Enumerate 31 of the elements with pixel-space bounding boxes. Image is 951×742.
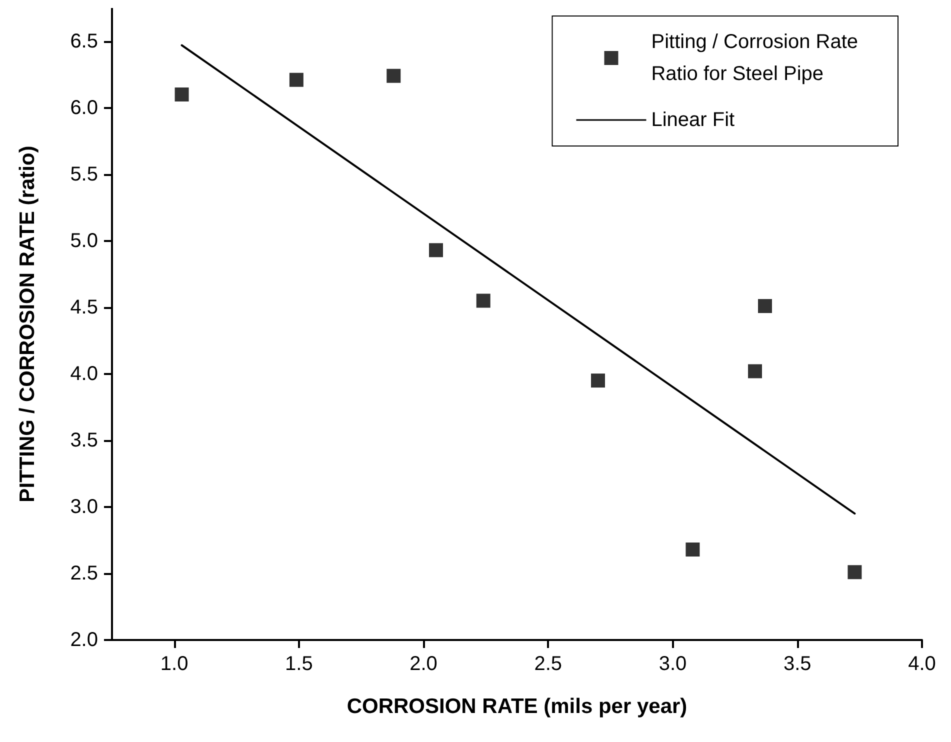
point [429, 243, 443, 258]
point [386, 68, 401, 83]
point [591, 374, 605, 388]
y-tick-label: 3.0 [70, 496, 98, 518]
x-tick-label: 1.5 [285, 653, 313, 675]
y-tick-label: 2.5 [70, 562, 98, 584]
y-tick-label: 4.5 [70, 296, 98, 318]
x-tick-label: 3.0 [658, 653, 687, 675]
point [758, 299, 772, 314]
y-axis-title: PITTING / CORROSION RATE (ratio) [16, 146, 39, 502]
x-tick-label: 3.5 [783, 653, 812, 675]
x-tick-label: 4.0 [908, 653, 936, 675]
y-tick-label: 4.0 [70, 362, 98, 385]
point [476, 294, 490, 308]
legend-label: Pitting / Corrosion Rate Ratio for Steel Pipe [651, 31, 858, 85]
x-tick-label: 2.0 [410, 653, 438, 675]
x-axis-title: CORROSION RATE (mils per year) [346, 695, 688, 718]
y-tick-label: 6.0 [70, 96, 98, 119]
legend-label: Linear Fit [651, 109, 736, 131]
y-tick-label: 6.5 [70, 30, 98, 52]
point [748, 364, 762, 378]
x-tick-label: 1.0 [160, 653, 188, 675]
point [686, 542, 700, 557]
y-tick-label: 5.0 [70, 230, 98, 252]
y-tick-label: 5.5 [70, 163, 98, 186]
y-tick-label: 3.5 [70, 429, 98, 452]
y-tick-label: 2.0 [70, 629, 98, 651]
point [848, 565, 862, 580]
point [174, 87, 189, 102]
point [289, 72, 304, 87]
x-tick-label: 2.5 [534, 653, 562, 675]
